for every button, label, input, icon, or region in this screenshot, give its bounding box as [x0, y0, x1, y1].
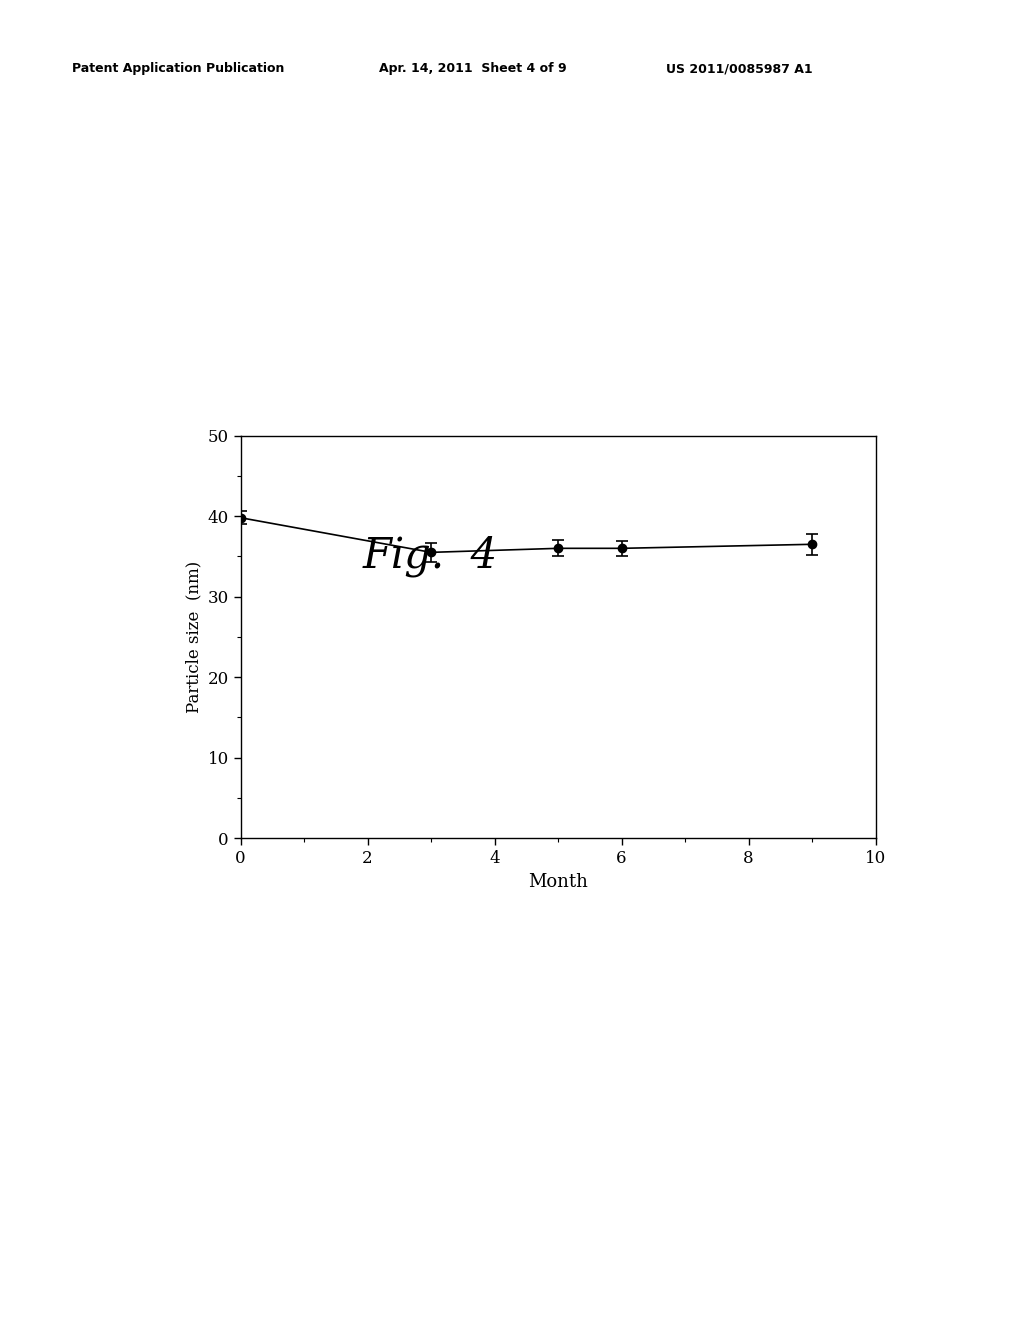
Y-axis label: Particle size  (nm): Particle size (nm) [185, 561, 202, 713]
Text: Apr. 14, 2011  Sheet 4 of 9: Apr. 14, 2011 Sheet 4 of 9 [379, 62, 566, 75]
Text: US 2011/0085987 A1: US 2011/0085987 A1 [666, 62, 812, 75]
X-axis label: Month: Month [528, 873, 588, 891]
Text: Fig.  4: Fig. 4 [362, 535, 498, 577]
Text: Patent Application Publication: Patent Application Publication [72, 62, 284, 75]
